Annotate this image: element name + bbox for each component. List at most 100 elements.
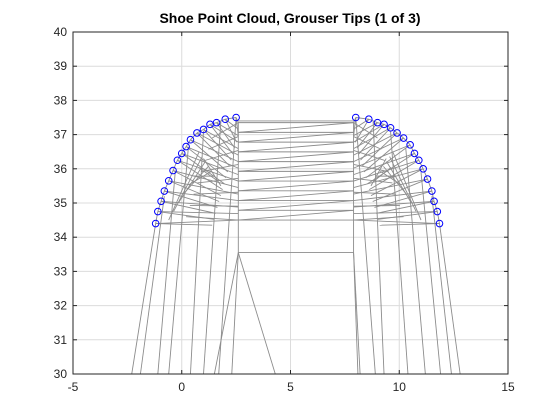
mesh-edge — [204, 150, 239, 161]
grouser-tip-point — [199, 125, 208, 134]
grouser-tip-point — [193, 129, 201, 137]
mesh-edge — [431, 190, 435, 202]
mesh-edge — [363, 137, 404, 173]
grouser-tip-point — [433, 207, 442, 216]
mesh-edge — [390, 131, 409, 375]
mesh-edge — [155, 211, 159, 224]
mesh-edge — [353, 219, 440, 224]
grouser-tip-point — [157, 197, 165, 206]
mesh-edge — [164, 190, 239, 202]
mesh-edge — [365, 144, 411, 179]
mesh-edge — [231, 252, 239, 375]
grouser-tip-point — [160, 187, 169, 195]
mesh-edge — [190, 131, 204, 375]
mesh-edge — [181, 146, 187, 154]
mesh-edge — [353, 159, 419, 182]
y-axis-ticks: 30 31 32 33 34 35 36 37 38 39 40 — [54, 25, 508, 381]
mesh-edge — [238, 170, 354, 182]
grouser-tip-point — [169, 166, 177, 175]
mesh-edge — [353, 137, 404, 163]
mesh-edge — [353, 178, 428, 195]
y-tick-label: 35 — [54, 196, 68, 210]
grouser-tip-point — [423, 175, 432, 183]
mesh-edge — [185, 139, 191, 147]
mesh-edge — [224, 118, 239, 130]
mesh-edge — [177, 153, 183, 161]
mesh-edge — [427, 178, 433, 192]
mesh-edge — [433, 201, 438, 212]
mesh-edge — [238, 180, 354, 192]
x-tick-label: 5 — [287, 380, 294, 394]
grouser-tip-markers — [151, 113, 444, 228]
mesh-edge — [155, 219, 239, 224]
mesh-edge — [238, 161, 354, 172]
mesh-edge — [238, 190, 354, 202]
grouser-tip-point — [232, 113, 240, 122]
mesh-edge — [131, 223, 157, 375]
grouser-tip-point — [435, 219, 444, 228]
mesh-edge — [190, 132, 198, 141]
mesh-edge — [177, 159, 223, 191]
mesh-edge — [353, 211, 438, 215]
mesh-edge — [373, 166, 392, 182]
mesh-edge — [185, 146, 239, 169]
mesh-edge — [390, 127, 398, 134]
y-tick-label: 32 — [54, 299, 68, 313]
y-tick-label: 38 — [54, 93, 68, 107]
mesh-edge — [409, 144, 415, 154]
grouser-tip-point — [212, 118, 221, 127]
grouser-tip-point — [186, 135, 195, 144]
y-tick-label: 37 — [54, 128, 68, 142]
grouser-tip-point — [173, 156, 182, 165]
mesh-edge — [439, 223, 461, 375]
mesh-edge — [436, 211, 440, 224]
x-axis-ticks: -5 0 5 10 15 — [68, 32, 515, 394]
mesh-edge — [353, 216, 404, 221]
grouser-tip-point — [415, 156, 423, 165]
mesh-edge — [157, 201, 162, 212]
mesh-edge — [403, 137, 411, 146]
grouser-tip-point — [419, 165, 427, 173]
mesh-edge — [168, 148, 189, 375]
mesh-edge — [213, 252, 239, 375]
mesh-edge — [163, 180, 170, 192]
y-tick-label: 39 — [54, 59, 68, 73]
mesh-edge — [353, 190, 432, 202]
mesh-edge — [405, 148, 426, 375]
mesh-edge — [168, 170, 174, 181]
mesh-edge — [203, 123, 211, 130]
mesh-edge — [160, 200, 216, 214]
mesh-edge — [372, 178, 428, 202]
mesh-edge — [370, 158, 387, 187]
y-tick-label: 40 — [54, 25, 68, 39]
mesh-edge — [353, 136, 382, 150]
mesh-edge — [353, 132, 398, 156]
mesh-edge — [203, 158, 222, 187]
mesh-edge — [238, 122, 354, 133]
mesh-edge — [353, 191, 397, 195]
mesh-edge — [431, 196, 452, 375]
mesh-edge — [168, 180, 239, 195]
mesh-edge — [155, 223, 213, 226]
grouser-tip-point — [182, 142, 190, 151]
grouser-tip-point — [430, 197, 438, 206]
grouser-tip-point — [154, 207, 162, 216]
mesh-edge — [216, 122, 236, 149]
mesh-edge — [353, 144, 411, 169]
shoe-mesh — [131, 117, 461, 375]
mesh-edge — [422, 168, 428, 180]
mesh-edge — [353, 168, 424, 189]
mesh-edge — [172, 170, 222, 196]
mesh-edge — [356, 122, 378, 149]
mesh-edge — [190, 139, 229, 173]
mesh-edge — [160, 190, 165, 202]
x-tick-label: 10 — [393, 380, 407, 394]
mesh-edge — [353, 252, 359, 375]
mesh-edge — [353, 152, 415, 176]
mesh-edge — [168, 151, 200, 221]
mesh-edge — [379, 223, 440, 226]
mesh-edge — [355, 117, 376, 375]
grouser-tip-point — [406, 141, 414, 149]
mesh-edge — [238, 209, 354, 221]
